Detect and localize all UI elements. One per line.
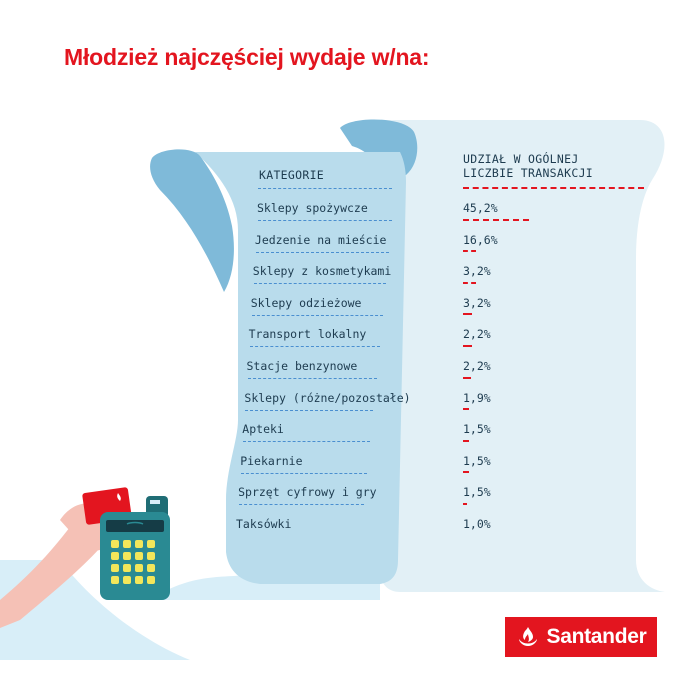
value-label: 1,5% — [463, 422, 491, 437]
category-label: Sklepy odzieżowe — [250, 295, 362, 310]
value-label: 1,5% — [463, 453, 491, 468]
keypad-key — [147, 552, 155, 560]
value-label: 1,9% — [463, 390, 491, 405]
category-label: Sprzęt cyfrowy i gry — [238, 485, 377, 500]
keypad-key — [135, 576, 143, 584]
brand-name: Santander — [546, 625, 647, 648]
category-label: Apteki — [242, 422, 284, 437]
row-separator — [241, 472, 368, 474]
category-label: Sklepy z kosmetykami — [252, 264, 392, 279]
category-label: Sklepy (różne/pozostałe) — [244, 390, 411, 405]
value-bar — [463, 471, 469, 474]
keypad-key — [111, 564, 119, 572]
row-separator — [239, 504, 365, 506]
value-bar — [463, 313, 472, 316]
value-bar — [463, 408, 469, 411]
category-label: Piekarnie — [240, 453, 303, 468]
value-label: 3,2% — [463, 295, 491, 310]
terminal-keypad — [111, 540, 155, 584]
receipt-front-curl — [150, 149, 234, 292]
keypad-key — [123, 576, 131, 584]
receipt-slip — [150, 500, 160, 504]
keypad-key — [135, 552, 143, 560]
category-label: Taksówki — [236, 517, 292, 531]
row-separator — [245, 409, 374, 411]
value-header-line1: UDZIAŁ W OGÓLNEJ — [463, 152, 579, 166]
keypad-key — [111, 540, 119, 548]
receipt-back — [368, 120, 665, 592]
arm-shape — [0, 520, 100, 628]
keypad-key — [123, 552, 131, 560]
value-label: 16,6% — [463, 232, 498, 247]
row-separator — [253, 283, 386, 285]
keypad-key — [111, 552, 119, 560]
category-label: Transport lokalny — [248, 327, 367, 342]
keypad-key — [147, 540, 155, 548]
keypad-key — [123, 564, 131, 572]
category-label: Sklepy spożywcze — [257, 201, 368, 215]
value-label: 1,5% — [463, 485, 491, 500]
keypad-key — [123, 540, 131, 548]
row-separator — [243, 441, 371, 443]
keypad-key — [111, 576, 119, 584]
value-header-line2: LICZBIE TRANSAKCJI — [463, 166, 594, 180]
row-separator — [255, 251, 389, 253]
category-label: Jedzenie na mieście — [254, 232, 387, 247]
keypad-key — [135, 540, 143, 548]
value-bar — [463, 345, 472, 347]
value-label: 3,2% — [463, 264, 491, 279]
keypad-key — [135, 564, 143, 572]
value-bar — [463, 376, 471, 379]
santander-flame-icon — [518, 627, 537, 646]
value-label: 2,2% — [463, 327, 491, 342]
page-title: Młodzież najczęściej wydaje w/na: — [64, 44, 430, 70]
row-separator — [249, 346, 380, 348]
value-label: 45,2% — [463, 201, 498, 215]
keypad-key — [147, 564, 155, 572]
header-separator — [258, 188, 392, 189]
value-bar — [463, 250, 476, 253]
value-bar — [463, 281, 476, 284]
value-label: 2,2% — [463, 359, 491, 373]
value-bar — [463, 187, 644, 189]
value-bar — [463, 218, 530, 221]
value-bar — [463, 439, 469, 442]
row-separator — [258, 220, 392, 221]
row-separator — [247, 378, 377, 379]
santander-logo: Santander — [505, 617, 657, 657]
category-label: Stacje benzynowe — [246, 359, 358, 373]
row-separator — [251, 314, 383, 316]
value-label: 1,0% — [463, 517, 491, 531]
category-header: KATEGORIE — [259, 168, 325, 182]
keypad-key — [147, 576, 155, 584]
receipt-front — [195, 152, 406, 584]
value-bar — [463, 503, 467, 505]
